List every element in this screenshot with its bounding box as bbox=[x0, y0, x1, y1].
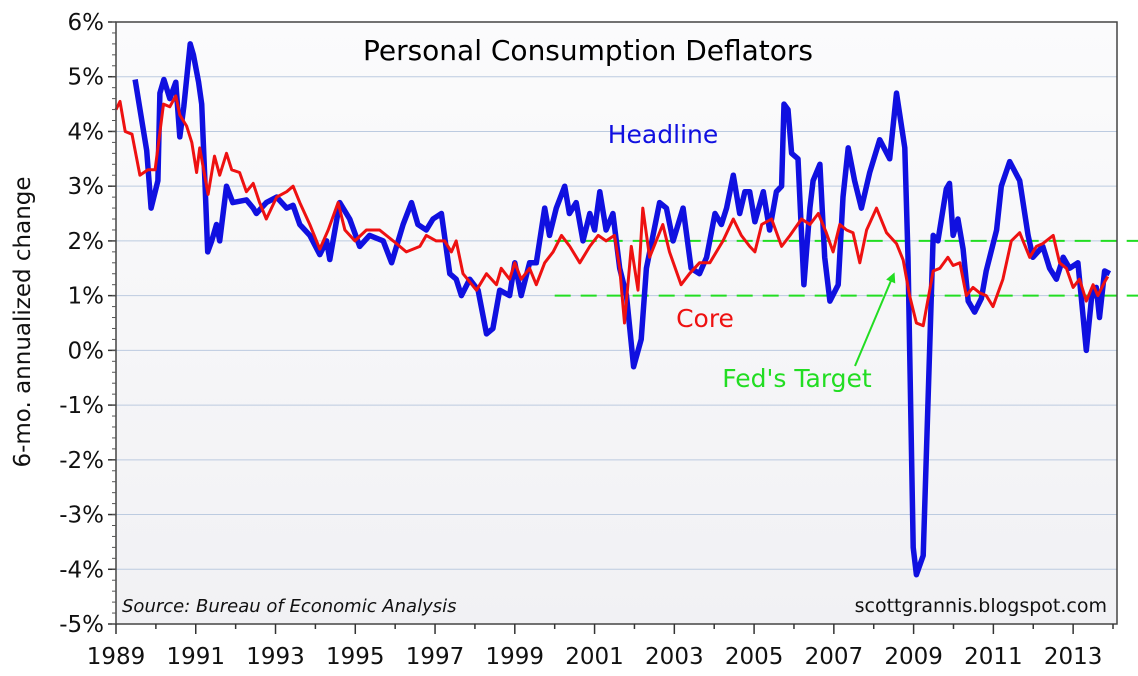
plot-area bbox=[116, 22, 1117, 624]
source-note: Source: Bureau of Economic Analysis bbox=[122, 596, 457, 617]
y-tick-label: -4% bbox=[59, 557, 104, 583]
headline-line bbox=[132, 41, 1112, 578]
core-line bbox=[114, 94, 1110, 328]
x-tick-label: 2009 bbox=[884, 644, 943, 670]
x-tick-label: 1991 bbox=[166, 644, 225, 670]
fed-target-band bbox=[554, 239, 1138, 297]
x-tick-label: 1993 bbox=[246, 644, 305, 670]
axes: 6% 5% 4% 3% 2% 1% 0% -1% -2% -3% -4% -5% 1989 1991 199… bbox=[59, 10, 1114, 670]
y-tick-label: 3% bbox=[68, 174, 105, 200]
x-tick-label: 1999 bbox=[486, 644, 545, 670]
x-tick-label: 1989 bbox=[87, 644, 146, 670]
chart-title: Personal Consumption Deflators bbox=[363, 34, 813, 67]
y-tick-label: -5% bbox=[59, 612, 104, 638]
plot-frame bbox=[115, 21, 1118, 625]
legend-headline: Headline bbox=[608, 120, 719, 149]
y-tick-label: 2% bbox=[68, 229, 105, 255]
credit-note: scottgrannis.blogspot.com bbox=[855, 595, 1107, 617]
y-tick-label: 6% bbox=[68, 10, 105, 36]
x-tick-label: 2005 bbox=[725, 644, 784, 670]
x-tick-label: 1997 bbox=[406, 644, 465, 670]
x-tick-label: 2013 bbox=[1044, 644, 1103, 670]
y-tick-label: 1% bbox=[68, 284, 105, 310]
y-axis-label: 6-mo. annualized change bbox=[10, 176, 36, 467]
legend-core: Core bbox=[676, 304, 734, 333]
y-tick-label: 4% bbox=[68, 119, 105, 145]
x-tick-label: 2011 bbox=[964, 644, 1023, 670]
x-tick-label: 1995 bbox=[326, 644, 385, 670]
gridlines bbox=[116, 76, 1117, 570]
y-tick-label: 5% bbox=[68, 65, 105, 91]
fed-target-arrow bbox=[854, 272, 896, 367]
x-tick-label: 2007 bbox=[805, 644, 864, 670]
y-tick-label: -2% bbox=[59, 448, 104, 474]
y-tick-label: 0% bbox=[68, 338, 105, 364]
y-tick-label: -1% bbox=[59, 393, 104, 419]
x-tick-label: 2001 bbox=[565, 644, 624, 670]
x-tick-label: 2003 bbox=[645, 644, 704, 670]
fed-target-label: Fed's Target bbox=[722, 364, 872, 393]
series-lines bbox=[114, 41, 1112, 578]
y-tick-label: -3% bbox=[59, 503, 104, 529]
